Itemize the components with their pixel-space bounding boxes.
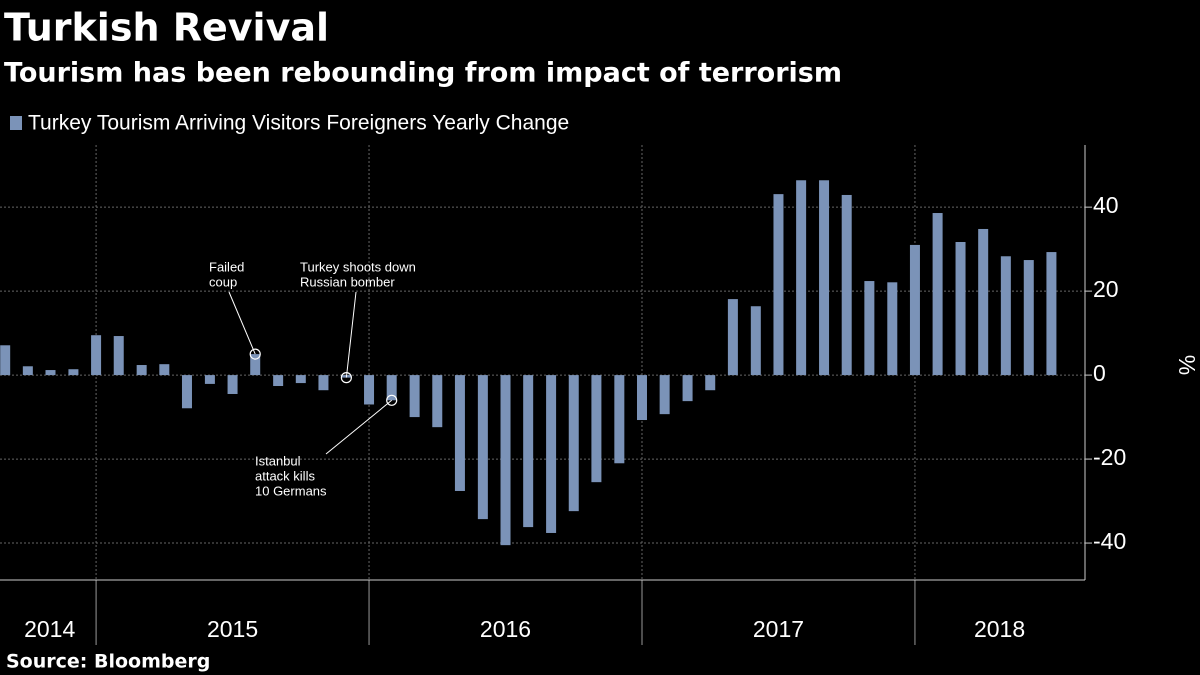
bar bbox=[636, 375, 647, 421]
x-tick-label: 2016 bbox=[480, 616, 531, 642]
bar bbox=[546, 375, 557, 533]
bar bbox=[909, 244, 920, 376]
x-tick-label: 2018 bbox=[974, 616, 1025, 642]
bar bbox=[864, 281, 875, 376]
bar bbox=[500, 375, 511, 546]
annotation-line bbox=[345, 291, 357, 378]
bar bbox=[955, 241, 966, 376]
bar bbox=[887, 282, 898, 376]
bar bbox=[386, 375, 397, 401]
y-tick-label: 40 bbox=[1093, 192, 1119, 218]
annotation-text: Russian bomber bbox=[300, 274, 395, 289]
y-tick-label: 0 bbox=[1093, 360, 1106, 386]
bar bbox=[113, 336, 124, 376]
annotation-text: coup bbox=[209, 274, 237, 289]
x-tick-label: 2014 bbox=[24, 616, 75, 642]
bar bbox=[409, 375, 420, 418]
chart-title: Turkish Revival bbox=[4, 6, 329, 50]
bar bbox=[91, 335, 102, 376]
bar bbox=[204, 375, 215, 384]
annotation-line bbox=[325, 399, 393, 455]
bar bbox=[978, 228, 989, 376]
bar bbox=[591, 375, 602, 483]
bar bbox=[477, 375, 488, 520]
bar bbox=[682, 375, 693, 402]
annotation-text: Turkey shoots down bbox=[300, 259, 416, 274]
bar bbox=[614, 375, 625, 464]
bar bbox=[705, 375, 716, 391]
annotation-line bbox=[228, 291, 256, 355]
chart-subtitle: Tourism has been rebounding from impact … bbox=[4, 58, 842, 89]
annotation-text: Istanbul bbox=[255, 453, 301, 468]
bar bbox=[819, 180, 830, 376]
bar bbox=[68, 369, 79, 376]
bar bbox=[1023, 260, 1034, 376]
bar bbox=[136, 365, 147, 376]
bar bbox=[1000, 256, 1011, 376]
annotation-text: Failed bbox=[209, 259, 244, 274]
bar bbox=[523, 375, 534, 528]
y-axis-label: % bbox=[1174, 355, 1200, 375]
bar bbox=[227, 375, 238, 394]
x-tick-label: 2015 bbox=[207, 616, 258, 642]
bar bbox=[659, 375, 670, 415]
annotation-text: attack kills bbox=[255, 468, 315, 483]
bar bbox=[1046, 252, 1057, 376]
bar bbox=[796, 180, 807, 376]
bar bbox=[750, 306, 761, 376]
y-tick-label: 20 bbox=[1093, 276, 1119, 302]
bar bbox=[841, 194, 852, 376]
annotation-text: 10 Germans bbox=[255, 483, 327, 498]
bar bbox=[568, 375, 579, 512]
bar bbox=[22, 366, 33, 376]
annotation-marker bbox=[249, 348, 261, 360]
source: Source: Bloomberg bbox=[6, 651, 210, 673]
bar bbox=[454, 375, 465, 491]
bar bbox=[0, 345, 11, 376]
bar bbox=[295, 375, 306, 384]
bar bbox=[250, 354, 261, 376]
legend-swatch bbox=[10, 116, 22, 130]
annotation-marker bbox=[386, 394, 398, 406]
bar bbox=[932, 213, 943, 376]
bar bbox=[159, 364, 170, 376]
bar bbox=[273, 375, 284, 387]
y-tick-label: -40 bbox=[1093, 528, 1126, 554]
annotation-marker bbox=[340, 372, 352, 384]
bar bbox=[45, 370, 56, 376]
legend-label: Turkey Tourism Arriving Visitors Foreign… bbox=[28, 112, 569, 135]
bar bbox=[364, 375, 375, 405]
y-tick-label: -20 bbox=[1093, 444, 1126, 470]
bar bbox=[318, 375, 329, 391]
bar bbox=[181, 375, 192, 409]
x-tick-label: 2017 bbox=[753, 616, 804, 642]
bar bbox=[727, 299, 738, 376]
bar bbox=[773, 194, 784, 376]
bar bbox=[432, 375, 443, 428]
